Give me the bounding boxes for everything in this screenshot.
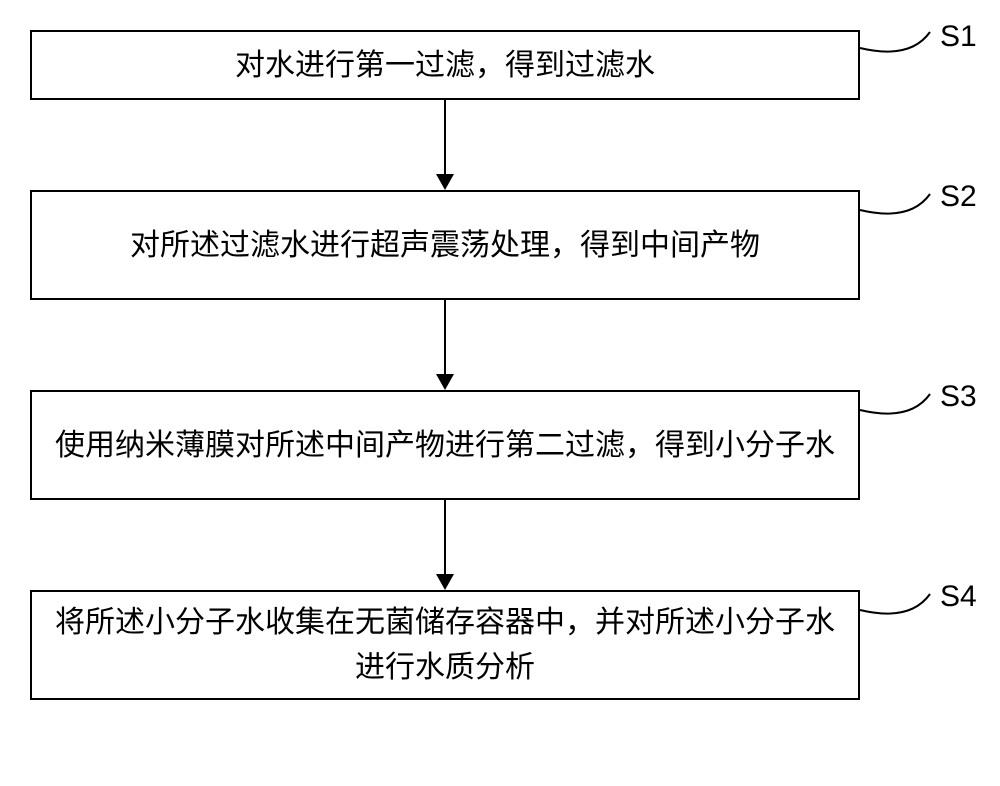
curve-icon bbox=[0, 0, 1000, 786]
step-label-s4: S4 bbox=[940, 580, 977, 614]
label-text: S4 bbox=[940, 580, 977, 613]
flowchart-canvas: 对水进行第一过滤，得到过滤水 S1 对所述过滤水进行超声震荡处理，得到中间产物 … bbox=[0, 0, 1000, 786]
